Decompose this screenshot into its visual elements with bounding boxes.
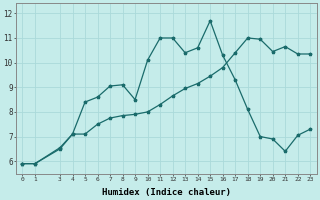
X-axis label: Humidex (Indice chaleur): Humidex (Indice chaleur)	[102, 188, 231, 197]
